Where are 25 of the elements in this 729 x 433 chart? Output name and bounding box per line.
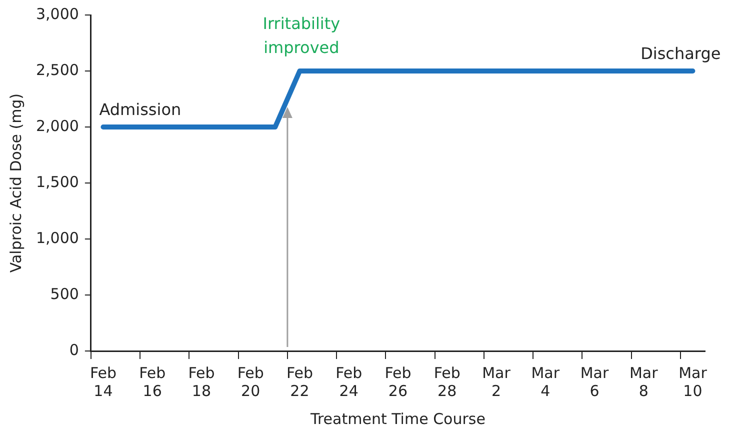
- y-tick-label: 0: [69, 340, 79, 359]
- x-tick-label: Feb 26: [384, 364, 412, 400]
- x-tick-label: Mar 2: [482, 364, 512, 400]
- y-tick-label: 1,500: [36, 172, 79, 191]
- x-tick-label: Feb 18: [188, 364, 215, 400]
- y-tick-label: 3,000: [36, 4, 79, 23]
- x-axis-title: Treatment Time Course: [309, 410, 486, 428]
- x-tick-label: Feb 22: [286, 364, 314, 400]
- y-tick-label: 2,500: [36, 60, 79, 79]
- x-tick-label: Feb 14: [90, 364, 117, 400]
- annotation: Irritability improved: [262, 14, 340, 57]
- y-axis-title: Valproic Acid Dose (mg): [6, 93, 25, 273]
- x-tick-label: Mar 8: [629, 364, 659, 400]
- x-tick-label: Feb 16: [139, 364, 166, 400]
- x-tick-label: Feb 24: [336, 364, 362, 400]
- x-tick-label: Mar 10: [678, 364, 708, 400]
- y-tick-label: 1,000: [36, 228, 79, 247]
- y-tick-label: 2,000: [36, 116, 79, 135]
- annotation: Admission: [99, 100, 182, 119]
- x-tick-label: Feb 20: [237, 364, 264, 400]
- annotation: Discharge: [640, 44, 721, 63]
- y-tick-label: 500: [50, 284, 79, 303]
- x-tick-label: Feb 28: [434, 364, 460, 400]
- x-tick-label: Mar 6: [580, 364, 610, 400]
- x-tick-label: Mar 4: [531, 364, 560, 400]
